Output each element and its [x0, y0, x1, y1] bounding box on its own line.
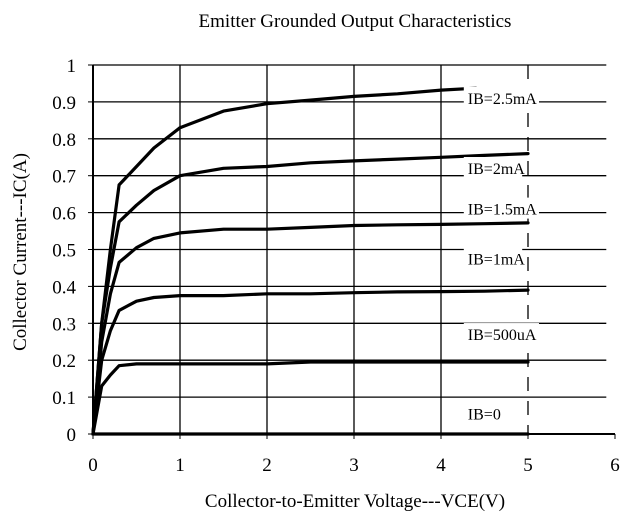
x-tick-label: 6: [610, 455, 620, 476]
y-tick-label: 1: [67, 56, 77, 77]
y-tick-label: 0.2: [52, 351, 76, 372]
x-tick-label: 5: [523, 455, 533, 476]
curve-labels: IB=2.5mA IB=2mA IB=1.5mA IB=1mA IB=500uA IB=0: [463, 86, 539, 424]
curve-line: [91, 360, 530, 436]
grid: [93, 64, 607, 434]
curve-line: [91, 221, 530, 436]
y-tick-label: 0.6: [52, 204, 76, 225]
curve-label: IB=0: [468, 406, 501, 423]
curve-line: [91, 152, 530, 436]
x-axis-label: Collector-to-Emitter Voltage---VCE(V): [205, 491, 505, 512]
curve-label-bg: [463, 323, 539, 345]
y-tick-label: 0.4: [52, 277, 76, 298]
curve-label-bg: [463, 402, 506, 424]
curve-label-bg: [463, 247, 523, 269]
y-axis-label: Collector Current---IC(A): [10, 153, 31, 351]
x-tick-label: 1: [175, 455, 185, 476]
y-tick-label: 0.8: [52, 130, 76, 151]
curve-label: IB=500uA: [468, 327, 537, 344]
y-tick-label: 0.5: [52, 241, 76, 262]
y-tick-label: 0.1: [52, 388, 76, 409]
y-tick-label: 0.3: [52, 314, 76, 335]
x-tick-label: 4: [436, 455, 446, 476]
curve-line: [91, 288, 530, 436]
x-tick-label: 3: [349, 455, 359, 476]
y-tick-label: 0.9: [52, 93, 76, 114]
curve-line: [91, 86, 478, 436]
curve-label-bg: [463, 157, 523, 179]
curve-label: IB=1.5mA: [468, 202, 537, 219]
curve-label: IB=2mA: [468, 161, 525, 178]
chart-title: Emitter Grounded Output Characteristics: [199, 11, 512, 32]
curve-label: IB=1mA: [468, 251, 525, 268]
curves: [91, 86, 530, 436]
y-tick-label: 0.7: [52, 167, 76, 188]
x-tick-label: 0: [88, 455, 98, 476]
curve-label-bg: [463, 197, 539, 219]
x-tick-label: 2: [262, 455, 272, 476]
curve-label-bg: [463, 86, 539, 108]
tick-labels: 0 1 2 3 4 5 6 0 0.1 0.2 0.3 0.4 0.5 0.6 0.7 0.8 0.9 1: [52, 56, 620, 476]
y-tick-label: 0: [67, 425, 77, 446]
curve-label: IB=2.5mA: [468, 91, 537, 108]
